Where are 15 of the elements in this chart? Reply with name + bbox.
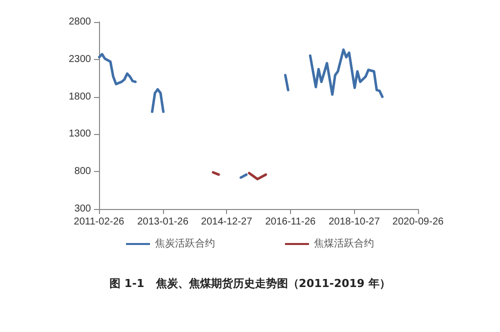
x-tick-label: 2016-11-26 [265,216,316,228]
y-tick-label: 1800 [68,91,92,102]
x-tick-label: 2020-09-26 [392,216,444,228]
y-tick-label: 300 [74,204,92,214]
y-tick-label: 800 [74,166,92,178]
legend-label: 焦煤活跃合约 [314,238,374,250]
y-tick-label: 1300 [68,128,92,140]
text: 图 1-1 焦炭、焦煤期货历史走势图（2011-2019 年） [110,277,390,290]
legend-label: 焦炭活跃合约 [155,238,215,250]
x-tick-label: 2013-01-26 [137,216,189,228]
x-tick-label: 2018-10-27 [328,216,380,228]
x-tick-label: 2011-02-26 [74,216,125,228]
y-tick-label: 2800 [68,16,92,28]
x-tick-label: 2014-12-27 [201,216,253,228]
y-tick-label: 2300 [68,54,92,65]
